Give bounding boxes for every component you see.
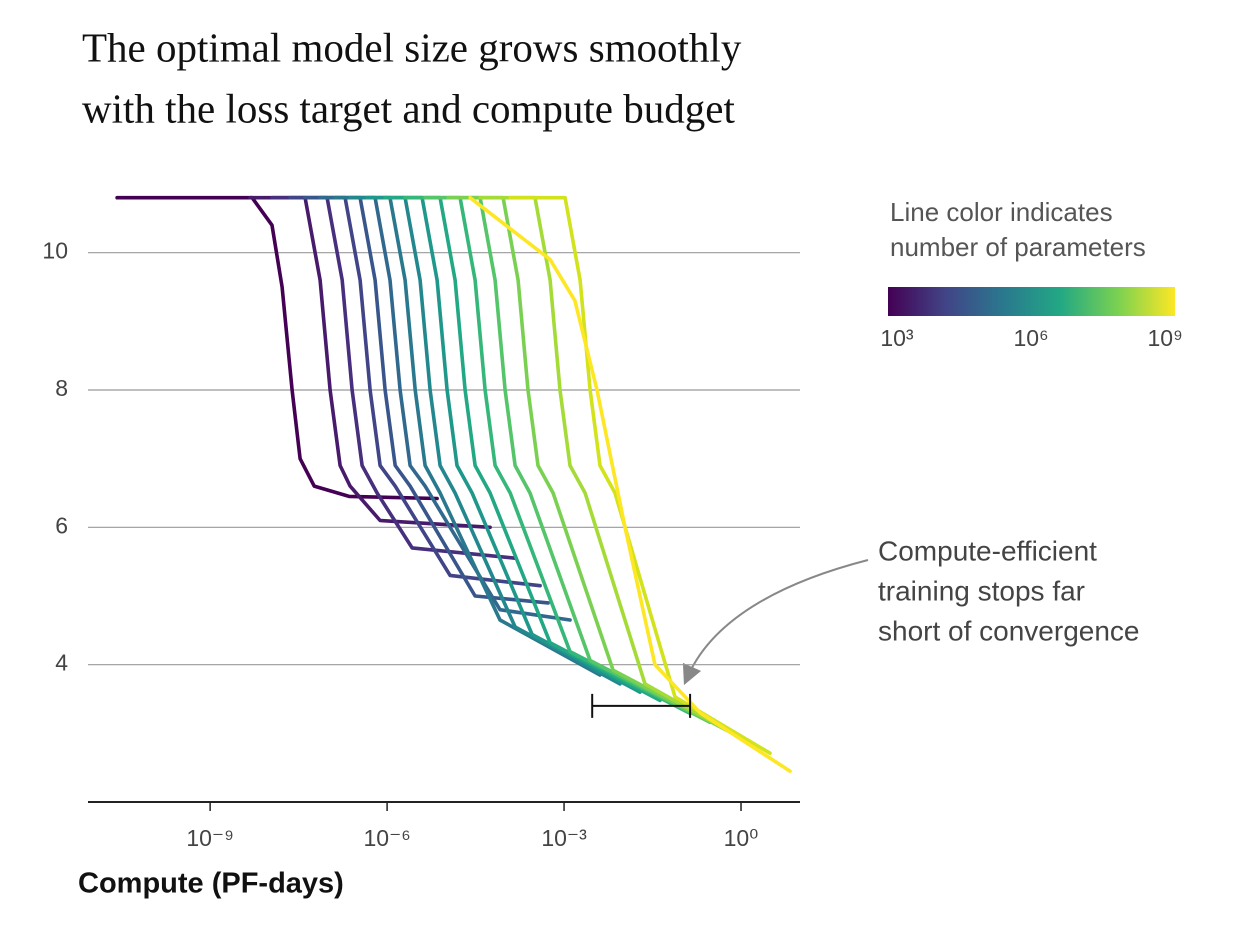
x-tick-label: 10⁰ xyxy=(724,825,759,851)
series-line xyxy=(403,195,692,716)
x-tick-label: 10⁻⁶ xyxy=(363,825,410,851)
chart-title: with the loss target and compute budget xyxy=(82,85,735,131)
colorbar-title: Line color indicates xyxy=(890,197,1113,227)
annotation-text: training stops far xyxy=(878,575,1085,606)
series-line xyxy=(446,195,732,734)
y-tick-label: 10 xyxy=(42,238,68,264)
series-line xyxy=(468,195,792,773)
colorbar-tick-label: 10⁶ xyxy=(1014,325,1049,351)
series-line xyxy=(303,195,550,605)
series-line xyxy=(348,195,622,686)
y-tick-label: 6 xyxy=(55,512,68,538)
series-line xyxy=(288,195,542,588)
x-tick-label: 10⁻⁹ xyxy=(186,825,234,851)
colorbar-title: number of parameters xyxy=(890,232,1146,262)
series-line xyxy=(318,195,572,622)
series-line xyxy=(270,195,517,561)
series-line xyxy=(383,195,662,703)
annotation-arrow xyxy=(682,559,869,686)
colorbar xyxy=(888,287,1175,316)
annotation-text: Compute-efficient xyxy=(878,535,1097,566)
chart-title: The optimal model size grows smoothly xyxy=(82,24,742,70)
series-line xyxy=(115,195,439,501)
x-tick-label: 10⁻³ xyxy=(541,825,587,851)
series-line xyxy=(333,195,602,677)
series-line xyxy=(508,195,772,756)
series-line xyxy=(423,195,712,725)
y-tick-label: 4 xyxy=(55,650,68,676)
annotation-text: short of convergence xyxy=(878,615,1140,646)
series-line xyxy=(478,195,752,745)
colorbar-tick-label: 10³ xyxy=(880,325,914,351)
x-axis-title: Compute (PF-days) xyxy=(78,868,344,900)
y-tick-label: 8 xyxy=(55,375,68,401)
series-line xyxy=(365,195,642,694)
colorbar-tick-label: 10⁹ xyxy=(1147,325,1182,351)
series-line xyxy=(248,195,492,530)
